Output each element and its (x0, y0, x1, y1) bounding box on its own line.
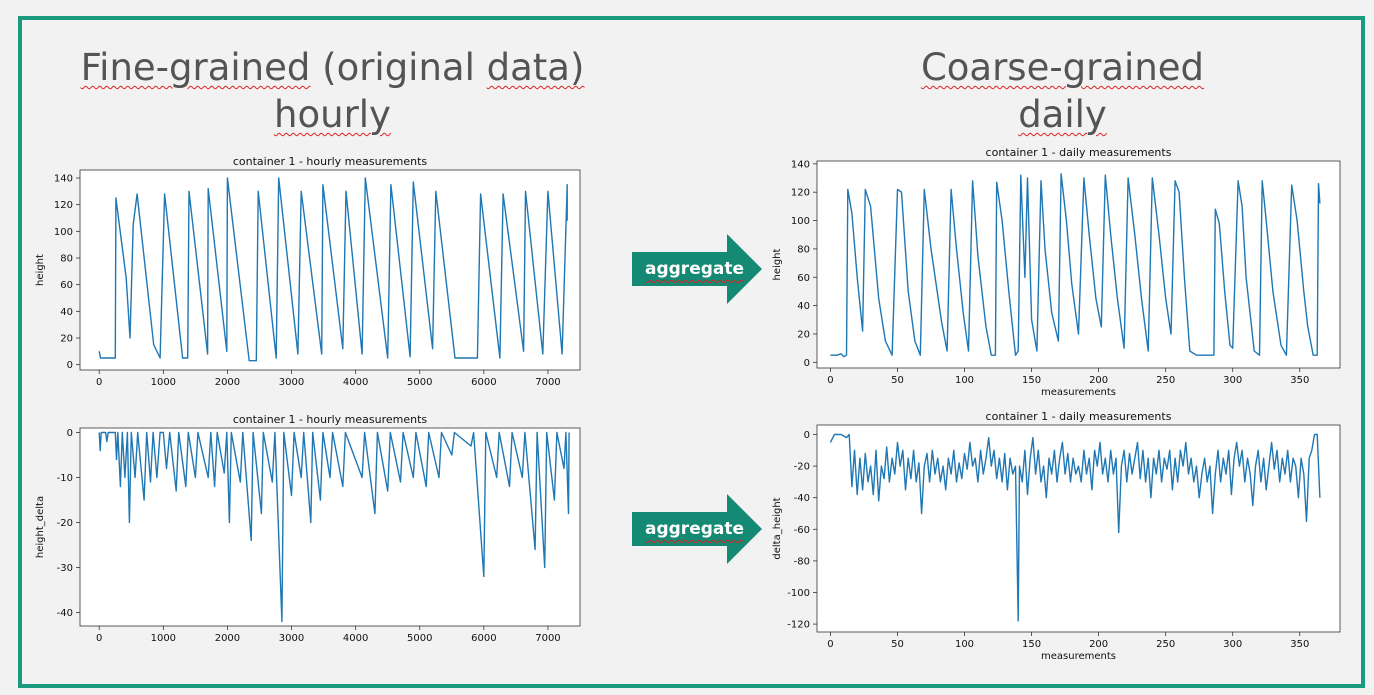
y-tick-label: 100 (791, 216, 810, 227)
x-tick-label: 5000 (407, 633, 432, 644)
y-tick-label: 20 (797, 329, 810, 340)
daily-height-chart: container 1 - daily measurements 0 50 100 15… (772, 146, 1341, 398)
y-tick-label: 0 (67, 360, 73, 371)
x-tick-label: 0 (827, 639, 833, 650)
right-title-word-coarse-grained: Coarse-grained (920, 46, 1205, 89)
chart-title: container 1 - daily measurements (986, 146, 1172, 159)
series-line (830, 173, 1321, 358)
x-tick-label: 150 (1022, 375, 1041, 386)
x-tick-label: 50 (891, 639, 904, 650)
left-title: Fine-grained (original data) hourly (60, 44, 605, 138)
y-tick-label: 40 (60, 307, 73, 318)
x-tick-label: 0 (96, 377, 102, 388)
left-title-line1: Fine-grained (original data) (60, 44, 605, 91)
x-tick-label: 200 (1089, 639, 1108, 650)
x-axis-label: measurements (1041, 387, 1116, 398)
x-axis-label: measurements (1041, 651, 1116, 662)
chart-title: container 1 - daily measurements (986, 410, 1172, 423)
x-tick-label: 2000 (215, 377, 240, 388)
y-tick-label: 140 (54, 174, 73, 185)
x-tick-label: 300 (1223, 639, 1242, 650)
x-tick-label: 350 (1290, 375, 1309, 386)
y-tick-label: -20 (57, 518, 73, 529)
y-tick-label: -60 (794, 525, 810, 536)
y-tick-label: 60 (797, 273, 810, 284)
right-title: Coarse-grained daily (890, 44, 1235, 138)
series-line (98, 177, 568, 362)
y-tick-label: -10 (57, 473, 73, 484)
y-tick-label: 80 (60, 254, 73, 265)
left-title-line2: hourly (60, 91, 605, 138)
y-tick-label: 20 (60, 334, 73, 345)
x-tick-label: 5000 (407, 377, 432, 388)
y-tick-label: 60 (60, 280, 73, 291)
x-tick-label: 1000 (151, 633, 176, 644)
y-tick-label: -100 (787, 588, 810, 599)
x-tick-label: 4000 (343, 377, 368, 388)
x-tick-label: 250 (1156, 375, 1175, 386)
x-tick-label: 1000 (151, 377, 176, 388)
x-tick-label: 2000 (215, 633, 240, 644)
y-tick-label: -30 (57, 563, 73, 574)
series-line (829, 433, 1321, 622)
x-tick-label: 150 (1022, 639, 1041, 650)
y-tick-label: 100 (54, 227, 73, 238)
x-tick-label: 3000 (279, 377, 304, 388)
left-title-word-data: data) (486, 46, 585, 89)
x-tick-label: 50 (891, 375, 904, 386)
left-title-word-fine-grained: Fine-grained (80, 46, 311, 89)
arrow-right-icon (632, 234, 762, 304)
right-title-word-daily: daily (1018, 93, 1107, 136)
y-tick-label: -40 (57, 608, 73, 619)
y-axis-label: height (35, 254, 46, 286)
y-tick-label: 140 (791, 159, 810, 170)
y-tick-label: 40 (797, 301, 810, 312)
x-tick-label: 100 (955, 639, 974, 650)
x-tick-label: 100 (955, 375, 974, 386)
x-tick-label: 4000 (343, 633, 368, 644)
y-tick-label: 0 (67, 428, 73, 439)
aggregate-label-bottom: aggregate (645, 519, 745, 539)
y-tick-label: -120 (787, 620, 810, 631)
right-title-line1: Coarse-grained (890, 44, 1235, 91)
series-line (98, 431, 570, 623)
x-tick-label: 7000 (535, 633, 560, 644)
x-tick-label: 6000 (471, 377, 496, 388)
chart-title: container 1 - hourly measurements (233, 413, 428, 426)
y-tick-label: 120 (54, 200, 73, 211)
left-title-word-hourly: hourly (274, 93, 391, 136)
x-tick-label: 200 (1089, 375, 1108, 386)
y-tick-label: 120 (791, 188, 810, 199)
y-axis-label: delta_height (772, 497, 783, 559)
plot-area (816, 424, 1341, 633)
hourly-height-delta-chart: container 1 - hourly measurements 0 1000 20… (35, 413, 581, 644)
left-title-word-original: (original (310, 46, 487, 89)
x-tick-label: 6000 (471, 633, 496, 644)
y-tick-label: -80 (794, 556, 810, 567)
chart-title: container 1 - hourly measurements (233, 155, 428, 168)
plot-area (79, 427, 581, 627)
plot-area (79, 169, 581, 371)
aggregate-arrow-top (632, 234, 762, 304)
x-tick-label: 0 (827, 375, 833, 386)
right-title-line2: daily (890, 91, 1235, 138)
y-tick-label: 80 (797, 244, 810, 255)
x-tick-label: 3000 (279, 633, 304, 644)
x-tick-label: 7000 (535, 377, 560, 388)
y-axis-label: height_delta (35, 496, 46, 558)
x-tick-label: 350 (1290, 639, 1309, 650)
x-tick-label: 0 (96, 633, 102, 644)
y-tick-label: -20 (794, 462, 810, 473)
daily-delta-height-chart: container 1 - daily measurements 0 50 100 15… (772, 410, 1341, 662)
x-tick-label: 300 (1223, 375, 1242, 386)
aggregate-arrow-bottom (632, 494, 762, 564)
y-tick-label: 0 (804, 358, 810, 369)
y-tick-label: -40 (794, 493, 810, 504)
y-tick-label: 0 (804, 430, 810, 441)
y-axis-label: height (772, 248, 783, 280)
aggregate-label-top: aggregate (645, 259, 745, 279)
x-tick-label: 250 (1156, 639, 1175, 650)
arrow-right-icon (632, 494, 762, 564)
